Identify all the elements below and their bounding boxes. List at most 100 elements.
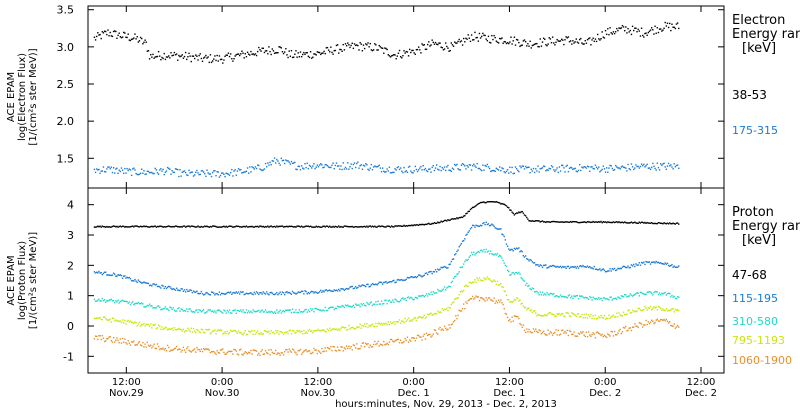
panel-1-series-0-point [354,225,357,228]
panel-1-series-0-point [459,216,462,219]
panel-0-series-1-point [311,167,313,169]
panel-1-series-1-point [197,292,199,295]
panel-1-series-0-point [153,225,155,228]
panel-0-series-0-point [360,43,362,45]
panel-0-series-1-point [667,162,670,165]
panel-1-series-3-point [254,333,257,336]
panel-1-series-1-point [330,290,332,292]
panel-1-series-4-point [235,350,237,352]
panel-1-series-1-point [137,279,140,281]
panel-0-series-0-point [333,50,335,52]
panel-1-series-2-point [644,293,646,296]
panel-0-series-1-point [678,167,680,169]
panel-0-series-0-point [258,46,260,49]
panel-1-series-2-point [217,309,219,311]
panel-1-series-0-point [387,225,389,227]
panel-0-series-0-point [565,36,567,38]
panel-1-series-2-point [252,309,254,311]
panel-1-series-1-point [449,263,451,265]
panel-1-series-0-point [147,226,150,228]
panel-1-series-1-point [670,264,672,267]
panel-1-series-3-point [635,310,637,313]
panel-1-series-3-point [440,311,442,314]
panel-0-series-1-point [608,167,610,169]
panel-1-series-2-point [97,299,99,301]
panel-1-series-0-point [146,226,149,228]
panel-1-series-1-point [639,264,642,266]
panel-0-series-1-point [142,172,144,175]
panel-0-series-1-point [306,162,308,164]
panel-0-series-1-point [584,166,586,168]
panel-1-series-3-point [586,317,589,319]
panel-0-series-0-point [639,35,642,37]
panel-1-series-3-point [549,312,552,314]
panel-1-series-3-point [127,319,129,322]
panel-1-series-1-point [663,263,665,266]
panel-1-series-4-point [193,348,196,350]
panel-1-series-0-point [405,224,407,227]
panel-1-series-2-point [515,271,518,274]
panel-1-series-1-point [434,269,437,271]
panel-0-series-0-point [348,44,350,46]
panel-0-series-1-point [544,165,546,168]
panel-1-series-2-point [491,253,493,255]
panel-1-series-3-point [370,324,373,326]
panel-1-series-0-point [161,225,163,228]
panel-1-series-0-point [450,218,453,220]
panel-1-series-1-point [228,292,231,294]
panel-1-series-4-point [636,325,638,328]
panel-0-series-1-point [430,171,432,173]
panel-0-series-0-point [145,41,147,43]
panel-1-series-4-point [152,345,154,347]
panel-1-series-3-point [324,330,326,333]
panel-1-series-0-point [246,226,249,228]
panel-1-series-4-point [289,350,292,352]
panel-0-series-0-point [183,55,186,58]
panel-1-series-3-point [423,314,425,317]
panel-1-series-2-point [652,294,654,296]
panel-1-series-0-point [240,226,242,228]
panel-0-series-0-point [151,56,153,58]
panel-1-series-2-point [538,293,540,296]
panel-0-series-0-point [362,44,365,46]
panel-1-series-3-point [585,313,588,315]
panel-1-series-4-point [645,319,647,322]
panel-0-series-0-point [371,49,374,52]
panel-0-series-1-point [151,171,153,174]
panel-0-series-1-point [370,163,373,166]
panel-1-series-2-point [635,292,637,295]
panel-1-series-3-point [110,321,113,323]
panel-1-series-1-point [280,293,283,296]
panel-0-series-0-point [563,43,565,46]
panel-1-series-2-point [387,300,389,302]
panel-1-series-4-point [551,334,554,336]
panel-1-series-2-point [654,290,656,293]
panel-1-series-2-point [344,304,347,306]
panel-1-series-1-point [146,282,149,284]
panel-1-series-0-point [338,225,340,227]
panel-0-series-1-point [394,168,396,170]
panel-1-series-2-point [514,271,517,274]
panel-1-series-2-point [455,275,457,278]
panel-0-series-0-point [482,32,484,35]
panel-1-series-4-point [197,348,199,351]
panel-0-series-1-point [106,168,108,170]
panel-0-series-1-point [236,170,239,172]
panel-1-series-3-point [503,290,505,292]
panel-1-series-2-point [601,299,603,302]
panel-1-series-4-point [180,351,182,353]
panel-1-series-4-point [649,321,652,323]
panel-1-series-0-point [115,226,117,228]
panel-0-series-0-point [546,44,548,47]
panel-0-series-1-point [664,166,666,168]
panel-1-series-4-point [132,341,134,343]
panel-0-series-1-point [517,169,519,172]
panel-0-series-1-point [443,166,446,168]
panel-0-series-1-point [497,169,500,171]
panel-1-series-4-point [376,342,378,345]
panel-1-series-3-point [251,330,253,332]
panel-1-series-4-point [249,352,251,354]
panel-0-series-0-point [402,55,404,57]
panel-1-series-1-point [138,280,141,283]
panel-1-series-1-point [342,288,344,290]
